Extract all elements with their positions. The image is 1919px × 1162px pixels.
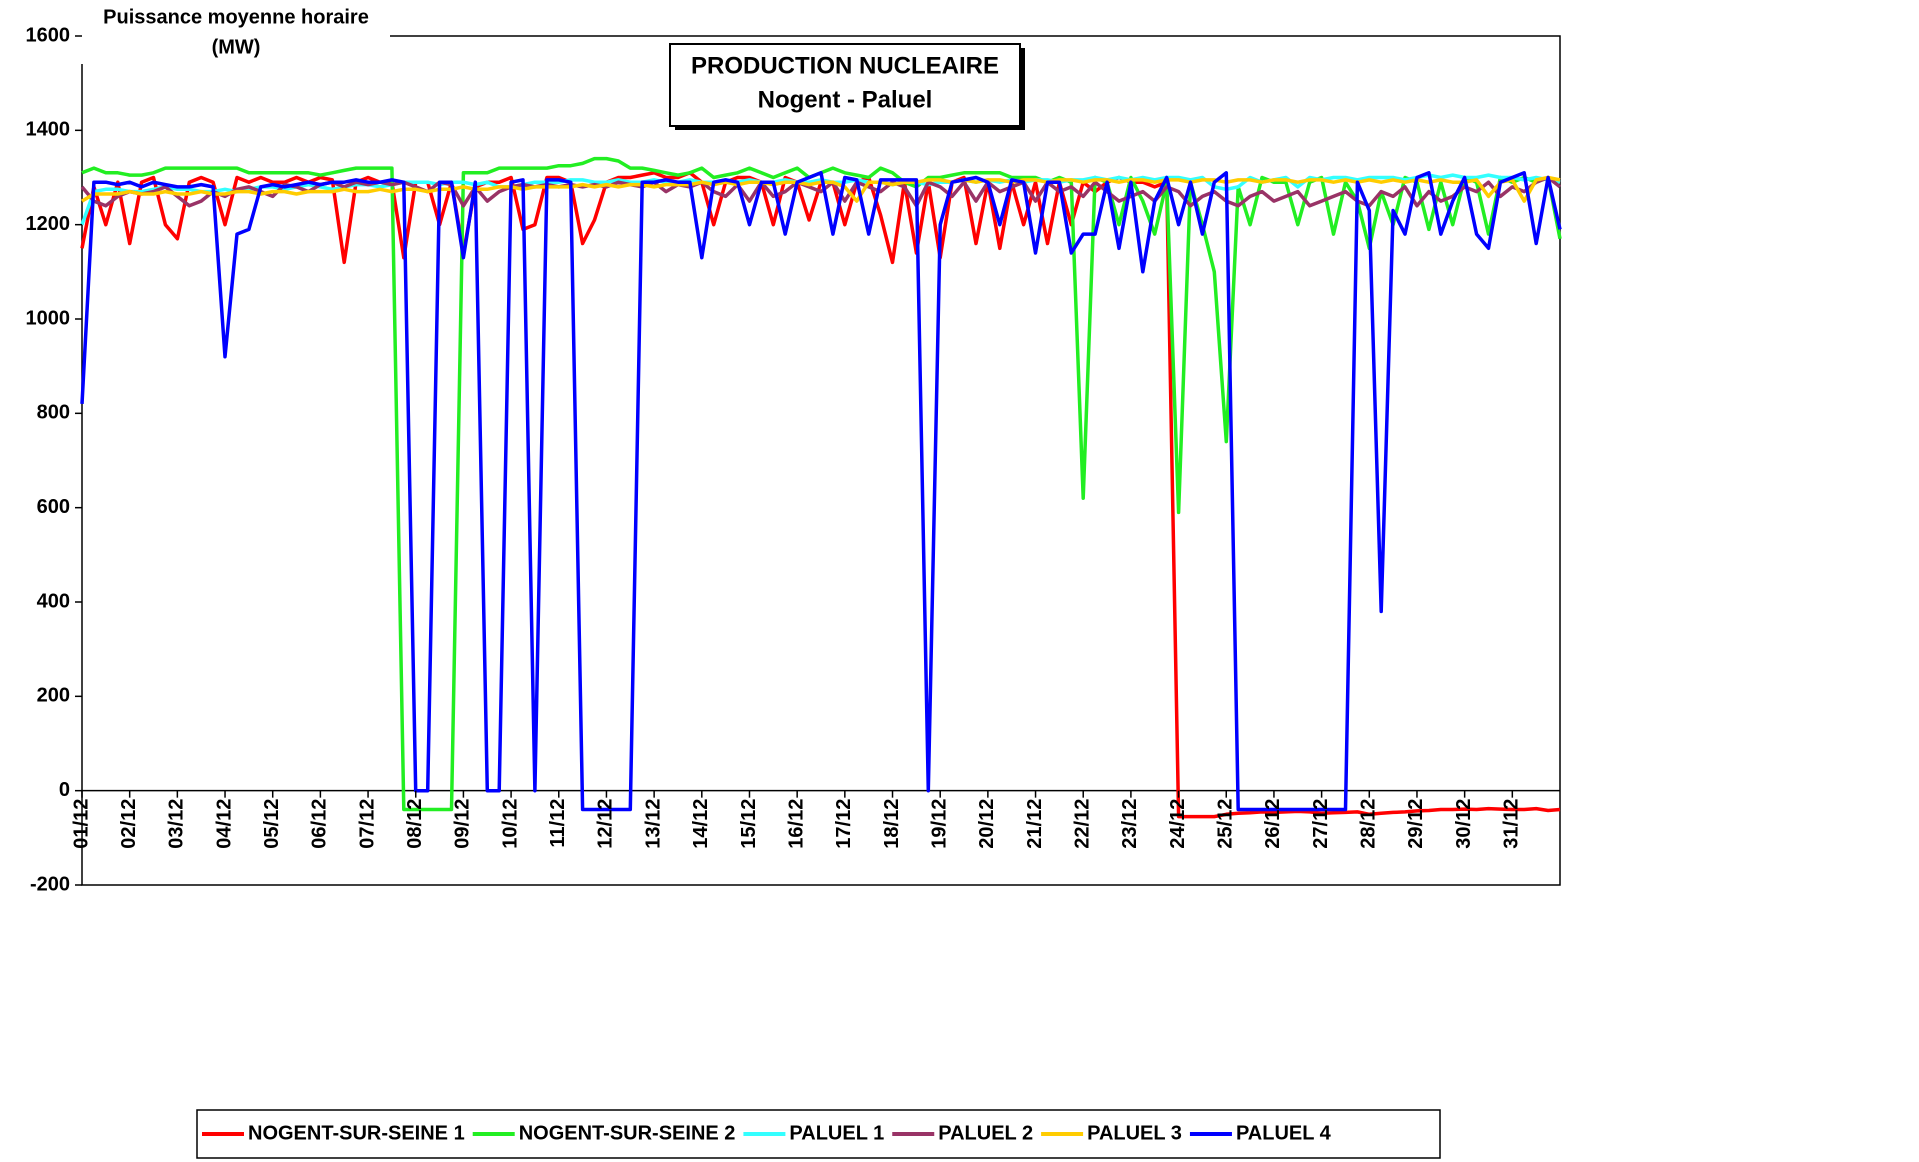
x-tick-label: 13/12 (642, 799, 664, 849)
x-tick-label: 16/12 (785, 799, 807, 849)
x-tick-label: 19/12 (928, 799, 950, 849)
legend: NOGENT-SUR-SEINE 1 NOGENT-SUR-SEINE 2 PALU… (202, 1122, 1332, 1144)
x-tick-label: 24/12 (1167, 799, 1189, 849)
x-tick-label: 28/12 (1358, 799, 1380, 849)
series-line (81, 175, 1561, 203)
legend-label: PALUEL 2 (938, 1122, 1033, 1144)
plot-frame (81, 35, 1561, 886)
x-tick-label: 21/12 (1024, 799, 1046, 849)
x-tick-label: 25/12 (1215, 799, 1237, 849)
x-tick-label: 08/12 (404, 799, 426, 849)
x-tick-label: 27/12 (1310, 799, 1332, 849)
series-line (80, 171, 1561, 819)
x-tick-label: 22/12 (1072, 799, 1094, 849)
y-tick-label: 200 (37, 685, 70, 707)
title-box (669, 43, 1021, 127)
x-tick-label: 17/12 (833, 799, 855, 849)
y-tick-label: 600 (37, 496, 70, 518)
legend-label: PALUEL 1 (789, 1122, 884, 1144)
x-tick-label: 23/12 (1119, 799, 1141, 849)
y-tick-label: 1000 (26, 307, 71, 329)
x-tick-label: 29/12 (1405, 799, 1427, 849)
x-tick-label: 04/12 (213, 799, 235, 849)
chart-title: PRODUCTION NUCLEAIRE (691, 52, 999, 79)
x-tick-label: 02/12 (118, 799, 140, 849)
y-axis-label: Puissance moyenne horaire (103, 6, 369, 28)
x-tick-label: 10/12 (499, 799, 521, 849)
x-tick-label: 18/12 (881, 799, 903, 849)
plot (80, 156, 1562, 819)
y-tick-label: 0 (59, 779, 70, 801)
y-tick-label: 400 (37, 590, 70, 612)
x-tick-label: 06/12 (309, 799, 331, 849)
y-tick-label: -200 (30, 873, 70, 895)
x-tick-label: 09/12 (452, 799, 474, 849)
chart-subtitle: Nogent - Paluel (758, 86, 933, 113)
legend-box (196, 1109, 1441, 1159)
series-line (80, 171, 1562, 812)
legend-label: NOGENT-SUR-SEINE 1 (248, 1122, 465, 1144)
y-tick-label: 1600 (26, 24, 71, 46)
x-tick-label: 31/12 (1501, 799, 1523, 849)
x-tick-label: 12/12 (595, 799, 617, 849)
x-tick-label: 05/12 (261, 799, 283, 849)
x-tick-label: 20/12 (976, 799, 998, 849)
series-line (81, 156, 1562, 812)
y-tick-label: 800 (37, 402, 70, 424)
y-label-backdrop (80, 4, 390, 64)
x-tick-label: 30/12 (1453, 799, 1475, 849)
y-axis-label: (MW) (212, 36, 261, 58)
x-tick-label: 15/12 (738, 799, 760, 849)
x-tick-label: 07/12 (356, 799, 378, 849)
x-tick-label: 26/12 (1262, 799, 1284, 849)
y-tick-label: 1400 (26, 119, 71, 141)
y-tick-label: 1200 (26, 213, 71, 235)
x-tick-label: 11/12 (547, 799, 569, 848)
x-tick-label: 03/12 (166, 799, 188, 849)
legend-label: PALUEL 4 (1236, 1122, 1332, 1144)
x-tick-label: 01/12 (70, 799, 92, 849)
x-tick-label: 14/12 (690, 799, 712, 849)
legend-label: NOGENT-SUR-SEINE 2 (519, 1122, 736, 1144)
legend-label: PALUEL 3 (1087, 1122, 1182, 1144)
